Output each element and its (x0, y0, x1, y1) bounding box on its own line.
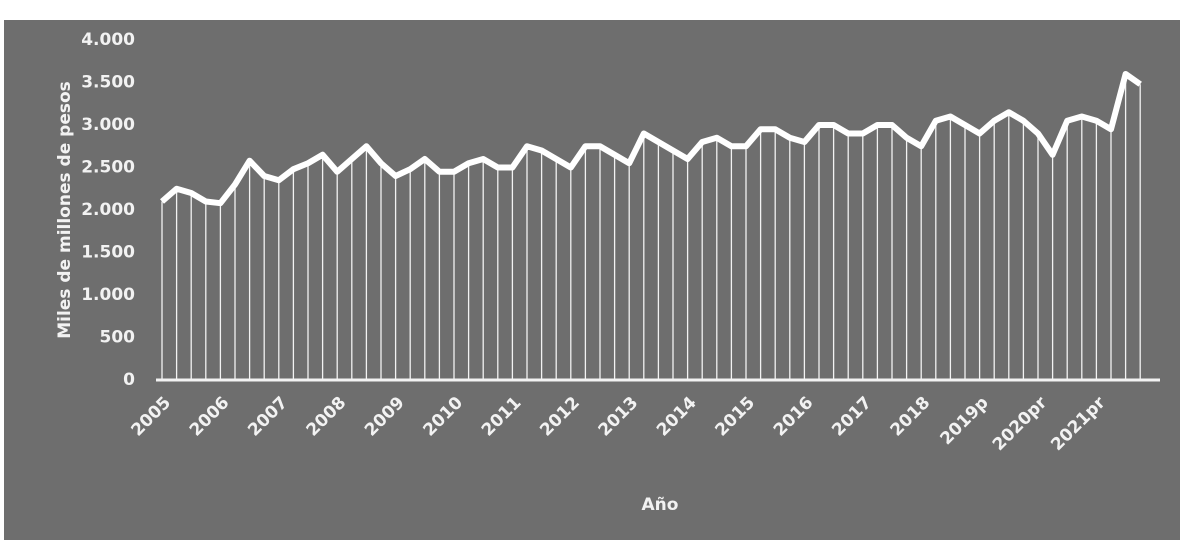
chart-background (4, 20, 1180, 540)
data-line (160, 71, 1142, 207)
y-tick-label: 500 (100, 328, 136, 348)
y-tick-label: 1.000 (81, 285, 135, 305)
x-axis-title: Año (642, 495, 679, 515)
y-tick-label: 1.500 (81, 243, 135, 263)
y-tick-label: 4.000 (81, 30, 135, 50)
y-tick-label: 3.500 (81, 73, 135, 93)
y-tick-label: 0 (123, 370, 135, 390)
y-tick-label: 2.000 (81, 200, 135, 220)
y-tick-label: 3.000 (81, 115, 135, 135)
y-axis-title: Miles de millones de pesos (55, 81, 75, 339)
y-tick-label: 2.500 (81, 158, 135, 178)
